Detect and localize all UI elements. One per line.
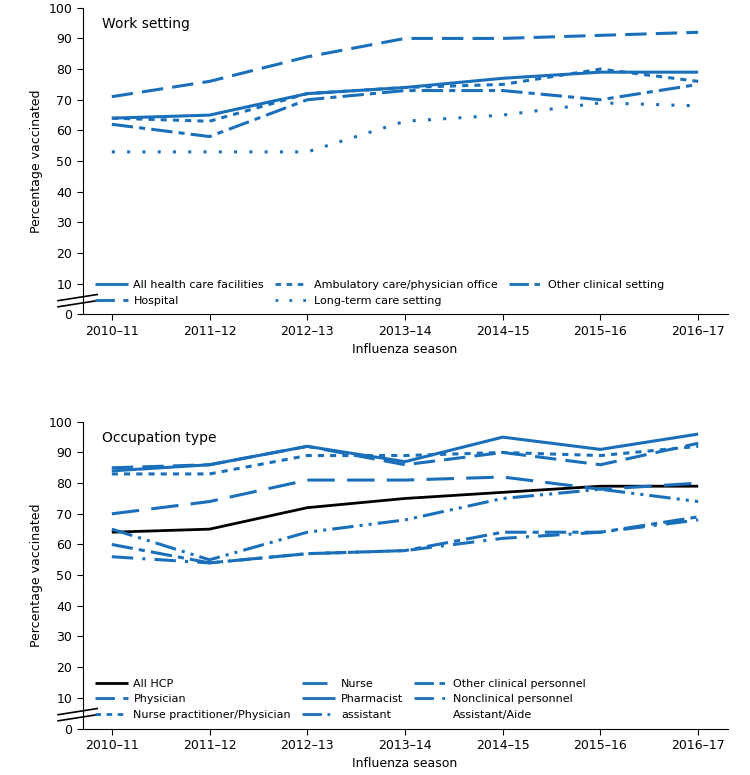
X-axis label: Influenza season: Influenza season bbox=[352, 757, 458, 770]
Legend: All HCP, Physician, Nurse practitioner/Physician, Nurse, Pharmacist, assistant, : All HCP, Physician, Nurse practitioner/P… bbox=[94, 679, 586, 720]
Text: Occupation type: Occupation type bbox=[102, 431, 216, 445]
X-axis label: Influenza season: Influenza season bbox=[352, 343, 458, 356]
Y-axis label: Percentage vaccinated: Percentage vaccinated bbox=[30, 504, 43, 647]
Text: Work setting: Work setting bbox=[102, 17, 190, 31]
Y-axis label: Percentage vaccinated: Percentage vaccinated bbox=[30, 89, 43, 232]
Legend: All health care facilities, Hospital, Ambulatory care/physician office, Long-ter: All health care facilities, Hospital, Am… bbox=[94, 281, 664, 306]
